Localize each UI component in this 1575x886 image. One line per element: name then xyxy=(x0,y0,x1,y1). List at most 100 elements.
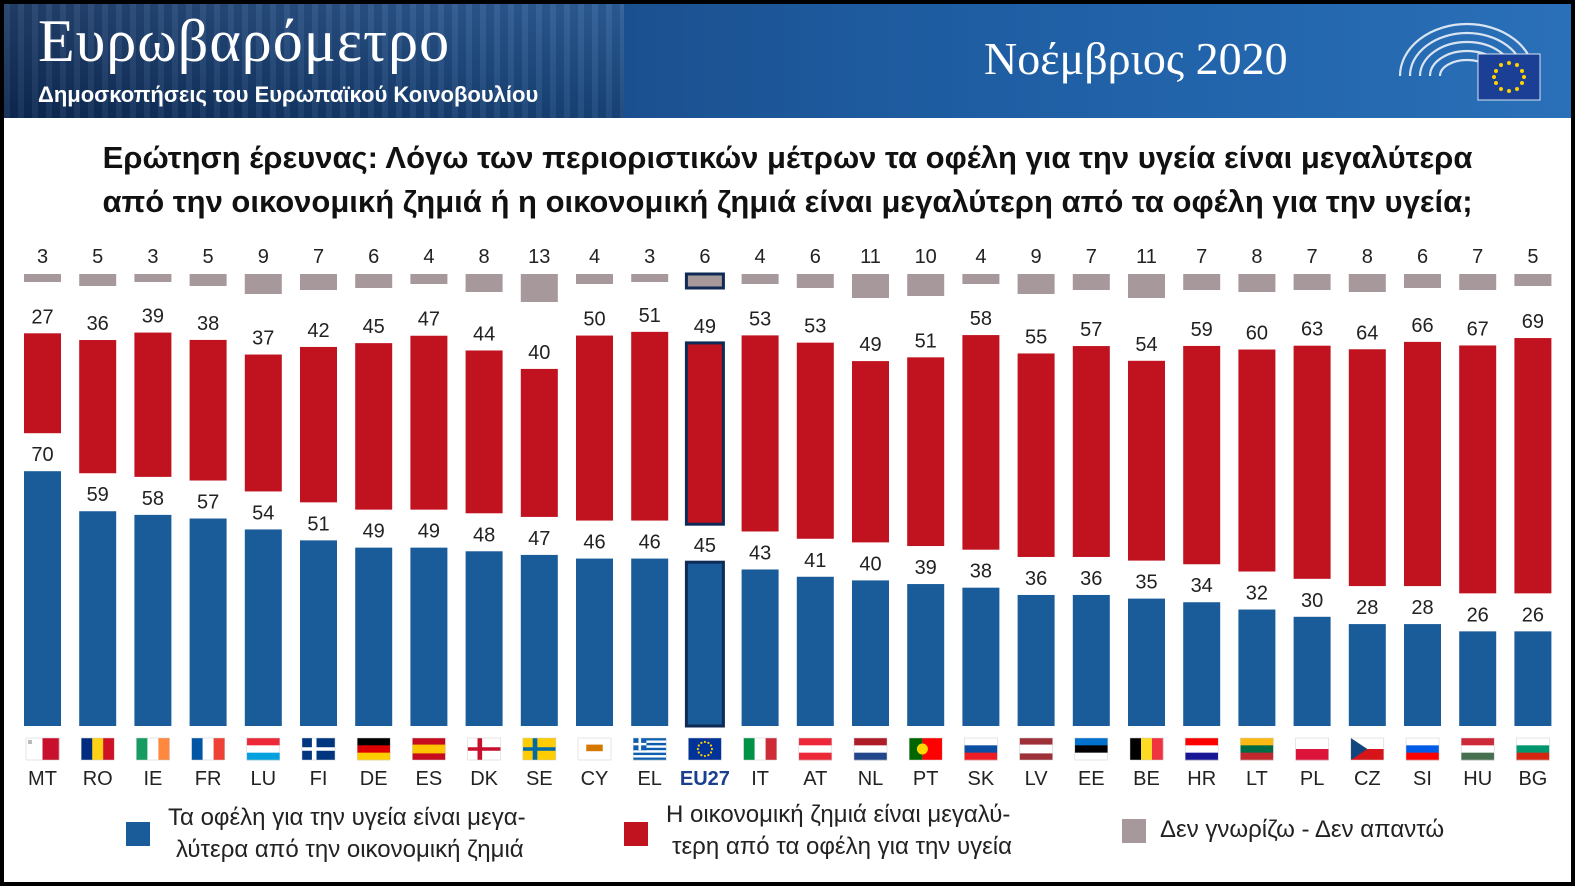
flag-nl-icon xyxy=(853,737,888,761)
bar-blue-bg xyxy=(1514,631,1552,726)
label-grey-nl: 11 xyxy=(860,246,881,268)
european-parliament-logo-icon xyxy=(1398,22,1541,101)
category-ie: IE xyxy=(143,768,162,790)
label-red-si: 66 xyxy=(1411,315,1433,337)
label-grey-eu27: 6 xyxy=(699,246,710,268)
flag-sk-icon xyxy=(964,737,998,761)
category-at: AT xyxy=(803,768,827,790)
category-sk: SK xyxy=(968,768,995,790)
label-grey-at: 6 xyxy=(810,246,821,268)
bar-red-ie xyxy=(134,332,172,477)
bar-red-bg xyxy=(1514,338,1552,594)
category-fr: FR xyxy=(195,768,222,790)
label-blue-ro: 59 xyxy=(87,484,109,506)
bar-red-eu27 xyxy=(684,341,725,526)
label-blue-at: 41 xyxy=(804,550,826,572)
flag-lu-icon xyxy=(246,737,281,761)
category-cz: CZ xyxy=(1354,768,1381,790)
bar-blue-pt xyxy=(907,584,945,726)
bar-grey-pl xyxy=(1293,274,1331,290)
category-mt: MT xyxy=(28,768,57,790)
bar-red-se xyxy=(520,368,558,517)
flag-si-icon xyxy=(1405,737,1440,761)
label-grey-lv: 9 xyxy=(1031,246,1042,268)
bar-grey-sk xyxy=(962,274,1000,284)
header-banner: Ευρωβαρόμετρο Δημοσκοπήσεις του Ευρωπαϊκ… xyxy=(4,4,1571,118)
legend-swatch-red xyxy=(624,822,648,846)
label-red-hr: 59 xyxy=(1191,319,1213,341)
label-grey-sk: 4 xyxy=(975,246,986,268)
flag-el-icon xyxy=(632,737,667,761)
bar-grey-ee xyxy=(1072,274,1110,290)
bar-blue-mt xyxy=(24,471,61,726)
brand-subtitle: Δημοσκοπήσεις του Ευρωπαϊκού Κοινοβουλίο… xyxy=(38,82,539,107)
bar-grey-bg xyxy=(1514,274,1552,286)
label-red-nl: 49 xyxy=(859,334,881,356)
bar-red-lu xyxy=(244,354,282,492)
label-red-hu: 67 xyxy=(1467,318,1489,340)
bar-blue-el xyxy=(631,558,669,726)
question-line-2: από την οικονομική ζημιά ή η οικονομική … xyxy=(102,184,1473,219)
legend-red-line-1: Η οικονομική ζημιά είναι μεγαλύ- xyxy=(666,801,1011,828)
legend-label-red: Η οικονομική ζημιά είναι μεγαλύ- τερη απ… xyxy=(666,799,1012,863)
bar-grey-cy xyxy=(576,274,613,284)
flag-it-icon xyxy=(743,737,777,761)
label-red-el: 51 xyxy=(639,305,661,327)
bar-blue-ee xyxy=(1072,594,1110,726)
flag-cy-icon xyxy=(577,737,612,761)
label-red-eu27: 49 xyxy=(694,316,716,338)
label-red-sk: 58 xyxy=(970,308,992,330)
bar-red-fi xyxy=(300,346,337,503)
label-grey-hr: 7 xyxy=(1196,246,1207,268)
label-blue-el: 46 xyxy=(639,532,661,554)
flag-pl-icon xyxy=(1295,737,1329,761)
bar-red-lv xyxy=(1017,353,1055,557)
label-grey-ie: 3 xyxy=(147,246,158,268)
bar-red-hr xyxy=(1183,345,1221,565)
label-red-de: 45 xyxy=(363,316,385,338)
bar-red-dk xyxy=(465,350,503,514)
flag-bg-icon xyxy=(1516,737,1550,761)
flag-fr-icon xyxy=(191,737,225,761)
bar-blue-hu xyxy=(1459,631,1497,726)
label-blue-eu27: 45 xyxy=(694,535,716,557)
flag-at-icon xyxy=(798,737,833,761)
label-blue-bg: 26 xyxy=(1522,604,1544,626)
bar-grey-ie xyxy=(134,274,172,282)
bar-grey-es xyxy=(410,274,448,284)
category-lt: LT xyxy=(1246,768,1268,790)
category-nl: NL xyxy=(858,768,884,790)
label-red-es: 47 xyxy=(418,309,440,331)
flag-dk-icon xyxy=(467,737,501,761)
category-de: DE xyxy=(360,768,388,790)
bar-blue-pl xyxy=(1293,616,1331,726)
bar-grey-fr xyxy=(189,274,227,286)
label-blue-ee: 36 xyxy=(1080,568,1102,590)
category-hr: HR xyxy=(1187,768,1216,790)
bar-red-mt xyxy=(24,333,61,434)
flag-ro-icon xyxy=(80,737,115,761)
category-se: SE xyxy=(526,768,553,790)
bar-grey-at xyxy=(796,274,834,288)
label-grey-mt: 3 xyxy=(37,246,48,268)
bar-blue-ie xyxy=(134,514,172,726)
label-blue-sk: 38 xyxy=(970,561,992,583)
bar-red-de xyxy=(355,343,393,510)
bar-red-cy xyxy=(576,335,613,521)
label-grey-fr: 5 xyxy=(203,246,214,268)
label-red-cy: 50 xyxy=(583,309,605,331)
label-red-ro: 36 xyxy=(87,313,109,335)
bar-blue-lu xyxy=(244,529,282,726)
label-blue-cy: 46 xyxy=(583,532,605,554)
bar-red-si xyxy=(1404,341,1441,587)
flag-ee-icon xyxy=(1074,737,1109,761)
label-grey-ee: 7 xyxy=(1086,246,1097,268)
label-red-pt: 51 xyxy=(915,330,937,352)
category-be: BE xyxy=(1133,768,1160,790)
survey-question: Ερώτηση έρευνας: Λόγω των περιοριστικών … xyxy=(4,136,1571,224)
bar-red-be xyxy=(1128,360,1165,561)
category-eu27: EU27 xyxy=(680,768,730,790)
bar-grey-lu xyxy=(244,274,282,294)
flag-de-icon xyxy=(356,737,391,761)
label-grey-cy: 4 xyxy=(589,246,600,268)
